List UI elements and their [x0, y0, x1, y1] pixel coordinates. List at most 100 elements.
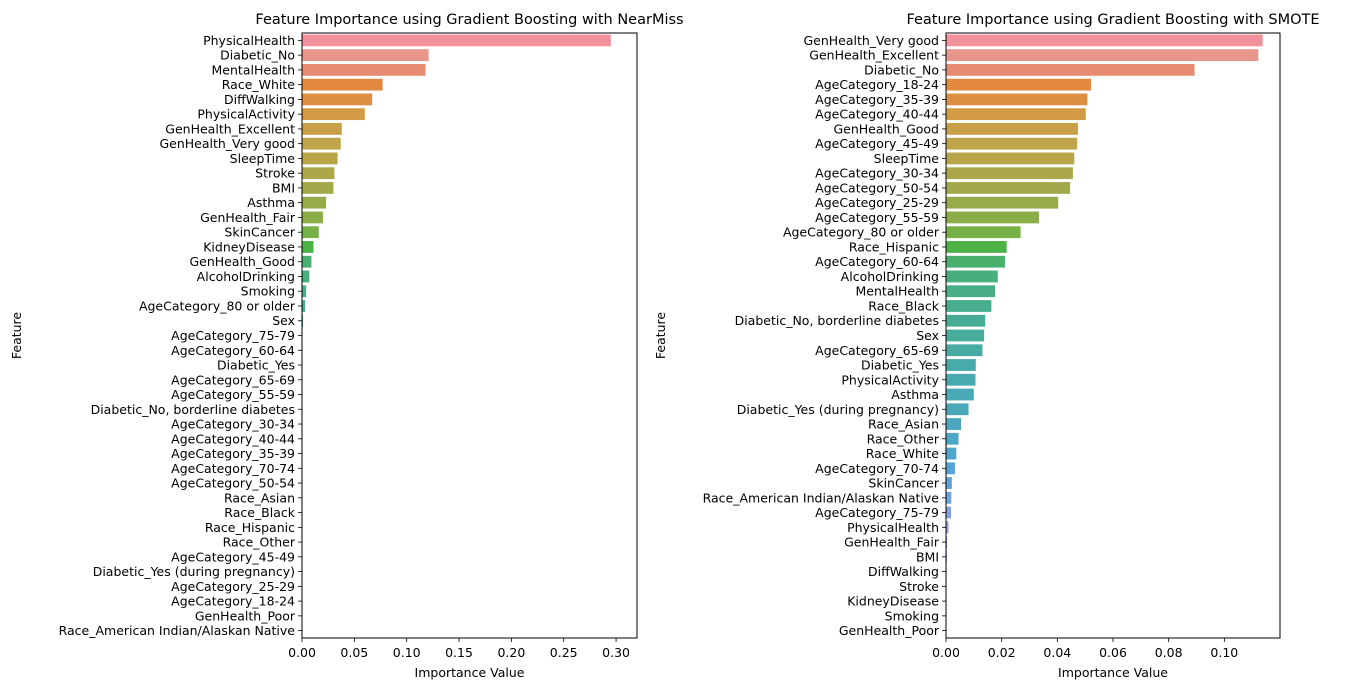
y-tick-label: Smoking — [885, 608, 939, 623]
bar — [946, 212, 1039, 224]
y-tick-label: Asthma — [891, 387, 939, 402]
bar — [946, 418, 961, 430]
x-tick-label: 0.10 — [1210, 645, 1238, 660]
bar — [302, 212, 323, 224]
x-tick-label: 0.15 — [445, 645, 473, 660]
bar — [946, 79, 1091, 91]
bar — [302, 167, 334, 179]
bar — [302, 64, 426, 76]
y-tick-label: AgeCategory_18-24 — [171, 594, 295, 609]
chart-panel-1: PhysicalHealthDiabetic_NoMentalHealthRac… — [9, 12, 684, 680]
y-tick-label: MentalHealth — [212, 62, 295, 77]
y-tick-label: Smoking — [241, 284, 295, 299]
x-tick-label: 0.10 — [393, 645, 421, 660]
y-tick-label: PhysicalHealth — [203, 33, 295, 48]
bar — [946, 315, 985, 327]
bar — [946, 197, 1058, 209]
bar — [946, 64, 1195, 76]
y-tick-label: Race_Asian — [224, 490, 295, 505]
y-tick-label: Race_American Indian/Alaskan Native — [59, 623, 296, 638]
bar — [946, 389, 974, 401]
y-tick-label: DiffWalking — [224, 92, 295, 107]
bar — [946, 433, 959, 445]
bar — [302, 34, 611, 46]
x-tick-label: 0.00 — [288, 645, 316, 660]
bar — [302, 285, 306, 297]
y-tick-label: GenHealth_Poor — [195, 608, 296, 623]
y-tick-label: GenHealth_Good — [189, 254, 295, 269]
y-tick-label: Sex — [916, 328, 939, 343]
y-tick-label: BMI — [272, 180, 295, 195]
bar — [946, 285, 995, 297]
y-tick-label: GenHealth_Excellent — [809, 48, 939, 63]
bar — [946, 256, 1005, 268]
chart-title: Feature Importance using Gradient Boosti… — [906, 12, 1319, 28]
y-tick-label: Race_White — [222, 77, 296, 92]
y-tick-label: DiffWalking — [868, 564, 939, 579]
bar — [946, 492, 951, 504]
y-tick-label: Race_Asian — [868, 417, 939, 432]
y-tick-label: AgeCategory_80 or older — [139, 298, 296, 313]
plot-frame — [302, 33, 637, 638]
x-tick-label: 0.06 — [1099, 645, 1127, 660]
y-tick-label: AgeCategory_40-44 — [815, 107, 939, 122]
y-tick-label: Race_Hispanic — [205, 520, 295, 535]
y-tick-label: GenHealth_Excellent — [165, 121, 295, 136]
y-tick-label: AgeCategory_30-34 — [171, 417, 295, 432]
y-tick-label: SleepTime — [874, 151, 940, 166]
chart-title: Feature Importance using Gradient Boosti… — [255, 12, 683, 28]
y-tick-label: AgeCategory_55-59 — [815, 210, 939, 225]
x-axis-label: Importance Value — [1058, 665, 1168, 680]
y-tick-label: AgeCategory_65-69 — [171, 372, 295, 387]
y-tick-label: PhysicalActivity — [197, 107, 295, 122]
bar — [946, 34, 1263, 46]
y-tick-label: Race_Black — [868, 298, 939, 313]
y-tick-label: AgeCategory_40-44 — [171, 431, 295, 446]
bar — [302, 271, 309, 283]
bar — [946, 94, 1087, 106]
y-tick-label: AgeCategory_65-69 — [815, 343, 939, 358]
y-tick-label: Stroke — [899, 579, 939, 594]
y-tick-label: Diabetic_Yes — [861, 358, 939, 373]
bar — [946, 138, 1077, 150]
y-tick-label: AgeCategory_75-79 — [171, 328, 295, 343]
bar — [302, 241, 314, 253]
y-tick-label: AlcoholDrinking — [197, 269, 295, 284]
y-tick-label: AgeCategory_75-79 — [815, 505, 939, 520]
y-tick-label: KidneyDisease — [203, 239, 295, 254]
y-tick-label: AgeCategory_35-39 — [171, 446, 295, 461]
bar — [302, 79, 383, 91]
y-tick-label: Sex — [272, 313, 295, 328]
bar — [946, 403, 969, 415]
bar — [302, 153, 338, 165]
x-tick-label: 0.08 — [1155, 645, 1183, 660]
y-tick-label: AgeCategory_55-59 — [171, 387, 295, 402]
y-tick-label: SkinCancer — [224, 225, 295, 240]
bar — [302, 138, 341, 150]
y-tick-label: Diabetic_Yes — [217, 358, 295, 373]
y-tick-label: PhysicalHealth — [847, 520, 939, 535]
y-tick-label: AgeCategory_45-49 — [171, 549, 295, 564]
bar — [302, 197, 326, 209]
y-tick-label: SkinCancer — [868, 476, 939, 491]
y-tick-label: SleepTime — [230, 151, 296, 166]
y-tick-label: Diabetic_No — [864, 62, 939, 77]
y-tick-label: Stroke — [255, 166, 295, 181]
y-tick-label: AgeCategory_60-64 — [815, 254, 939, 269]
x-tick-label: 0.20 — [497, 645, 525, 660]
chart-panel-2: GenHealth_Very goodGenHealth_ExcellentDi… — [653, 12, 1320, 680]
y-tick-label: AgeCategory_70-74 — [815, 461, 939, 476]
y-tick-label: PhysicalActivity — [841, 372, 939, 387]
bar — [946, 300, 991, 312]
x-tick-label: 0.05 — [340, 645, 368, 660]
bar — [946, 271, 998, 283]
y-tick-label: GenHealth_Very good — [803, 33, 939, 48]
bar — [946, 153, 1074, 165]
x-tick-label: 0.00 — [932, 645, 960, 660]
bar — [302, 226, 319, 238]
bar — [946, 226, 1021, 238]
bar — [946, 182, 1070, 194]
y-tick-label: AgeCategory_30-34 — [815, 166, 939, 181]
